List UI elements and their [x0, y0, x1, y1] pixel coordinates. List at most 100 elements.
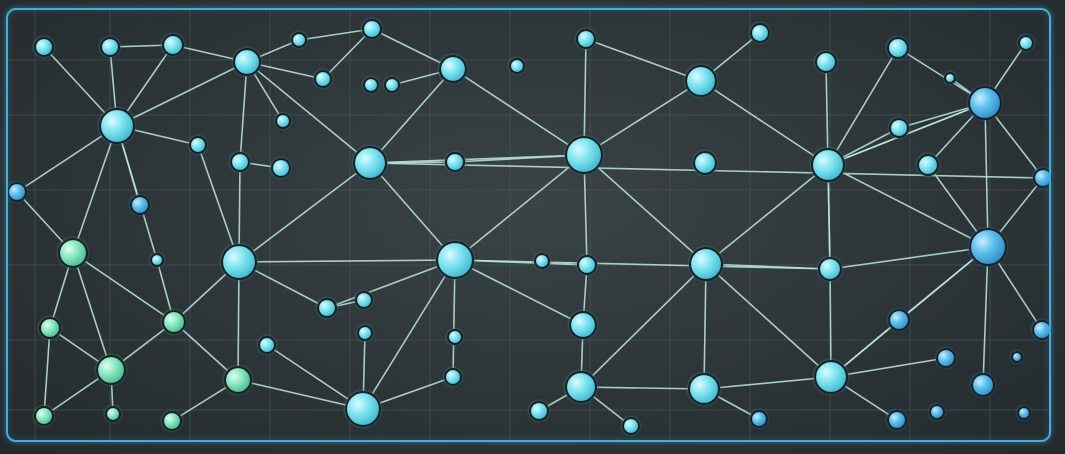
graph-node — [435, 240, 475, 280]
graph-edge — [827, 164, 831, 270]
graph-edge — [825, 61, 829, 166]
graph-node — [935, 347, 957, 369]
graph-edge — [72, 125, 118, 254]
graph-edge — [298, 28, 373, 41]
graph-node — [1032, 167, 1054, 189]
graph-node — [316, 297, 338, 319]
graph-node — [99, 36, 121, 58]
graph-edge — [239, 61, 248, 163]
graph-node — [564, 370, 598, 404]
graph-node — [446, 328, 464, 346]
graph-node — [813, 359, 849, 395]
graph-edge — [454, 259, 831, 270]
graph-edge — [583, 80, 702, 156]
graph-node — [161, 309, 187, 335]
graph-node — [888, 117, 910, 139]
graph-node — [810, 147, 846, 183]
graph-edge — [369, 68, 454, 164]
graph-edge — [703, 263, 707, 390]
graph-edge — [43, 327, 51, 417]
graph-edge — [246, 61, 371, 164]
graph-edge — [898, 246, 989, 321]
graph-node — [887, 308, 911, 332]
graph-node — [968, 227, 1008, 267]
graph-node — [916, 153, 940, 177]
graph-node — [354, 290, 374, 310]
graph-node — [362, 76, 380, 94]
graph-edge — [116, 61, 248, 127]
graph-node — [223, 365, 253, 395]
graph-edge — [197, 144, 240, 263]
graph-edge — [705, 164, 829, 265]
graph-edge — [266, 344, 364, 410]
graph-edge — [238, 162, 371, 263]
graph-node — [692, 150, 718, 176]
graph-node — [886, 409, 908, 431]
graph-edge — [454, 154, 585, 261]
graph-node — [621, 416, 641, 436]
graph-edge — [705, 263, 831, 270]
graph-edge — [452, 259, 456, 378]
graph-edge — [583, 38, 587, 156]
graph-node — [313, 69, 333, 89]
graph-edge — [72, 252, 175, 323]
graph-node — [104, 405, 122, 423]
graph-node — [970, 372, 996, 398]
graph-node — [688, 246, 724, 282]
graph-node — [438, 54, 468, 84]
graph-node — [568, 310, 598, 340]
graph-edge — [362, 259, 456, 410]
graph-node — [967, 85, 1003, 121]
graph-edge — [16, 125, 118, 193]
graph-edge — [982, 246, 989, 386]
graph-node — [1017, 34, 1035, 52]
graph-edge — [454, 154, 585, 163]
node-layer — [6, 18, 1054, 436]
graph-node — [687, 372, 721, 406]
graph-edge — [827, 47, 899, 166]
graph-edge — [326, 259, 456, 309]
graph-node — [344, 390, 382, 428]
graph-node — [33, 405, 55, 427]
graph-node — [817, 256, 843, 282]
graph-node — [814, 50, 838, 74]
graph-node — [528, 400, 550, 422]
graph-node — [576, 254, 598, 276]
graph-node — [149, 252, 165, 268]
graph-node — [274, 112, 292, 130]
graph-node — [886, 36, 910, 60]
graph-edge — [700, 80, 829, 166]
graph-node — [270, 157, 292, 179]
panel-frame — [6, 8, 1051, 442]
graph-edge — [829, 268, 832, 378]
graph-node — [38, 316, 62, 340]
graph-edge — [703, 376, 832, 390]
graph-node — [356, 324, 374, 342]
graph-edge — [371, 28, 454, 70]
graph-node — [33, 36, 55, 58]
graph-node — [508, 57, 526, 75]
graph-node — [928, 403, 946, 421]
graph-edge — [454, 259, 584, 326]
graph-node — [1016, 405, 1032, 421]
graph-edge — [173, 321, 239, 381]
graph-edge — [454, 259, 588, 266]
graph-edge — [897, 47, 986, 104]
graph-node — [220, 243, 258, 281]
graph-node — [943, 71, 957, 85]
graph-node — [749, 409, 769, 429]
graph-edge — [583, 154, 707, 265]
graph-edge — [237, 379, 364, 410]
graph-node — [533, 252, 551, 270]
graph-edge — [705, 263, 832, 378]
graph-node — [290, 31, 308, 49]
graph-edge — [829, 246, 989, 270]
graph-node — [1010, 350, 1024, 364]
graph-node — [352, 145, 388, 181]
graph-node — [161, 33, 185, 57]
graph-node — [229, 151, 251, 173]
graph-edge — [116, 125, 158, 261]
background-grid — [8, 10, 1048, 440]
